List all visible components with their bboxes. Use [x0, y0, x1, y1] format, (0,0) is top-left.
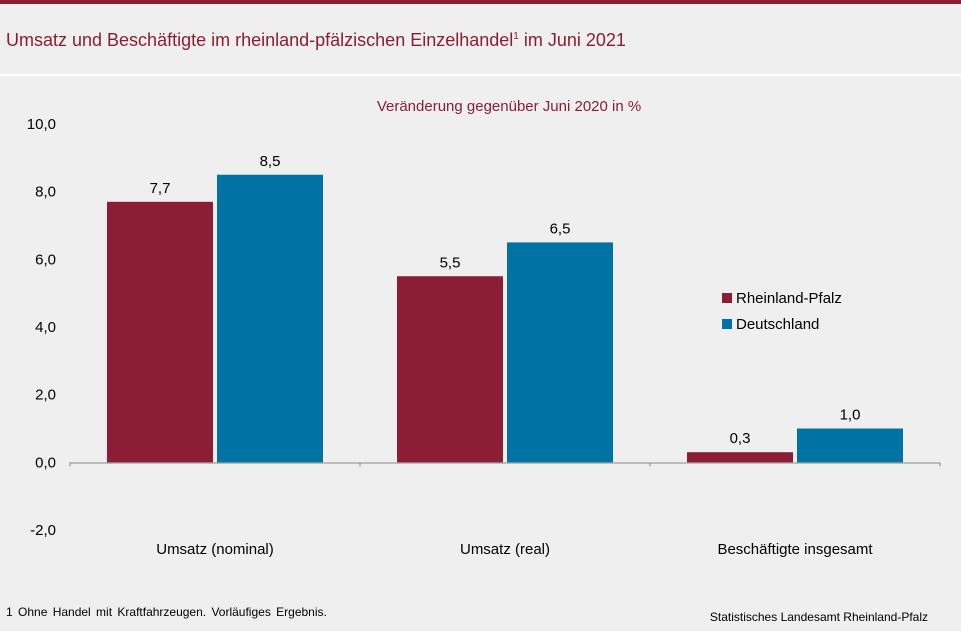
bars: [107, 174, 903, 463]
bar-value-label: 0,3: [730, 430, 751, 447]
title-divider: [0, 74, 961, 76]
bar-value-label: 8,5: [260, 153, 281, 170]
y-tick-label: 10,0: [27, 116, 56, 133]
y-tick-label: -2,0: [30, 522, 56, 539]
footnote: 1 Ohne Handel mit Kraftfahrzeugen. Vorlä…: [6, 605, 327, 619]
category-label: Umsatz (nominal): [156, 541, 274, 558]
bar-value-label: 6,5: [550, 220, 571, 237]
y-tick-label: 2,0: [35, 387, 56, 404]
y-tick-label: 0,0: [35, 454, 56, 471]
top-accent-bar: [0, 0, 961, 4]
legend: Rheinland-Pfalz Deutschland: [722, 290, 842, 333]
source-credit: Statistisches Landesamt Rheinland-Pfalz: [709, 610, 928, 624]
bar-rheinland-pfalz: [397, 276, 503, 463]
bar-value-label: 7,7: [150, 180, 171, 197]
x-axis-ticks: [69, 462, 941, 467]
bar-value-label: 1,0: [840, 407, 861, 424]
title-text: Umsatz und Beschäftigte im rheinland-pfä…: [6, 30, 514, 50]
title-suffix: im Juni 2021: [518, 30, 626, 50]
bar-deutschland: [507, 242, 613, 463]
y-tick-label: 8,0: [35, 184, 56, 201]
category-label: Beschäftigte insgesamt: [717, 541, 873, 558]
bar-deutschland: [217, 174, 323, 463]
bar-value-label: 5,5: [440, 254, 461, 271]
bar-deutschland: [797, 428, 903, 463]
chart-subtitle: Veränderung gegenüber Juni 2020 in %: [377, 98, 641, 115]
legend-swatch: [722, 319, 732, 329]
page-title: Umsatz und Beschäftigte im rheinland-pfä…: [6, 30, 626, 51]
x-axis-category-labels: Umsatz (nominal) Umsatz (real) Beschäftigt…: [156, 541, 873, 558]
bar-value-labels: 7,7 8,5 5,5 6,5 0,3 1,0: [150, 153, 861, 447]
y-axis-tick-labels: 10,0 8,0 6,0 4,0 2,0 0,0 -2,0: [27, 116, 56, 539]
legend-label: Deutschland: [736, 316, 819, 333]
y-tick-label: 6,0: [35, 251, 56, 268]
title-footnote-mark: 1: [513, 31, 519, 42]
bar-rheinland-pfalz: [107, 201, 213, 463]
legend-swatch: [722, 293, 732, 303]
legend-label: Rheinland-Pfalz: [736, 290, 842, 307]
bar-rheinland-pfalz: [687, 452, 793, 463]
category-label: Umsatz (real): [460, 541, 550, 558]
y-tick-label: 4,0: [35, 319, 56, 336]
